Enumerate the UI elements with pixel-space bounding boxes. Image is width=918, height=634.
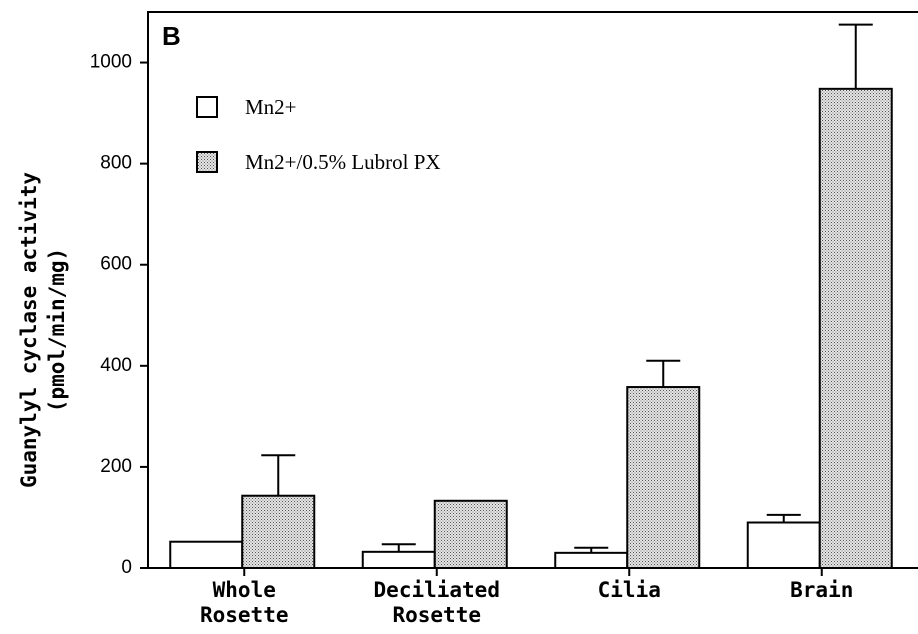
axis-frame (147, 11, 918, 568)
legend-swatch (196, 151, 218, 173)
error-bar (838, 23, 873, 89)
error-bar (766, 513, 801, 523)
y-tick-label: 200 (100, 456, 132, 477)
error-bar (261, 454, 296, 496)
x-tick-label: Cilia (597, 578, 661, 602)
bar (433, 499, 508, 569)
bar (169, 540, 244, 570)
x-tick-label: Whole Rosette (199, 578, 289, 627)
y-axis-label: Guanylyl cyclase activity (17, 172, 41, 488)
panel-label: B (162, 21, 181, 51)
bar (241, 494, 316, 569)
error-bar (381, 543, 416, 552)
y-tick-label: 1000 (90, 52, 132, 73)
legend-label: Mn2+ (245, 95, 297, 119)
y-tick-label: 800 (100, 153, 132, 174)
x-tick-label: Deciliated Rosette (373, 578, 500, 627)
legend-label: Mn2+/0.5% Lubrol PX (245, 150, 441, 174)
error-bar (574, 546, 609, 553)
y-axis-label: (pmol/min/mg) (45, 248, 69, 412)
bar (818, 87, 893, 569)
y-tick-label: 400 (100, 355, 132, 376)
bar (626, 386, 701, 569)
bar (361, 550, 436, 569)
bar (554, 551, 629, 570)
y-tick-label: 0 (121, 557, 132, 578)
y-tick-label: 600 (100, 254, 132, 275)
x-tick-label: Brain (790, 578, 854, 602)
error-bar (646, 359, 681, 388)
bar (746, 521, 821, 570)
legend-swatch (196, 96, 218, 118)
